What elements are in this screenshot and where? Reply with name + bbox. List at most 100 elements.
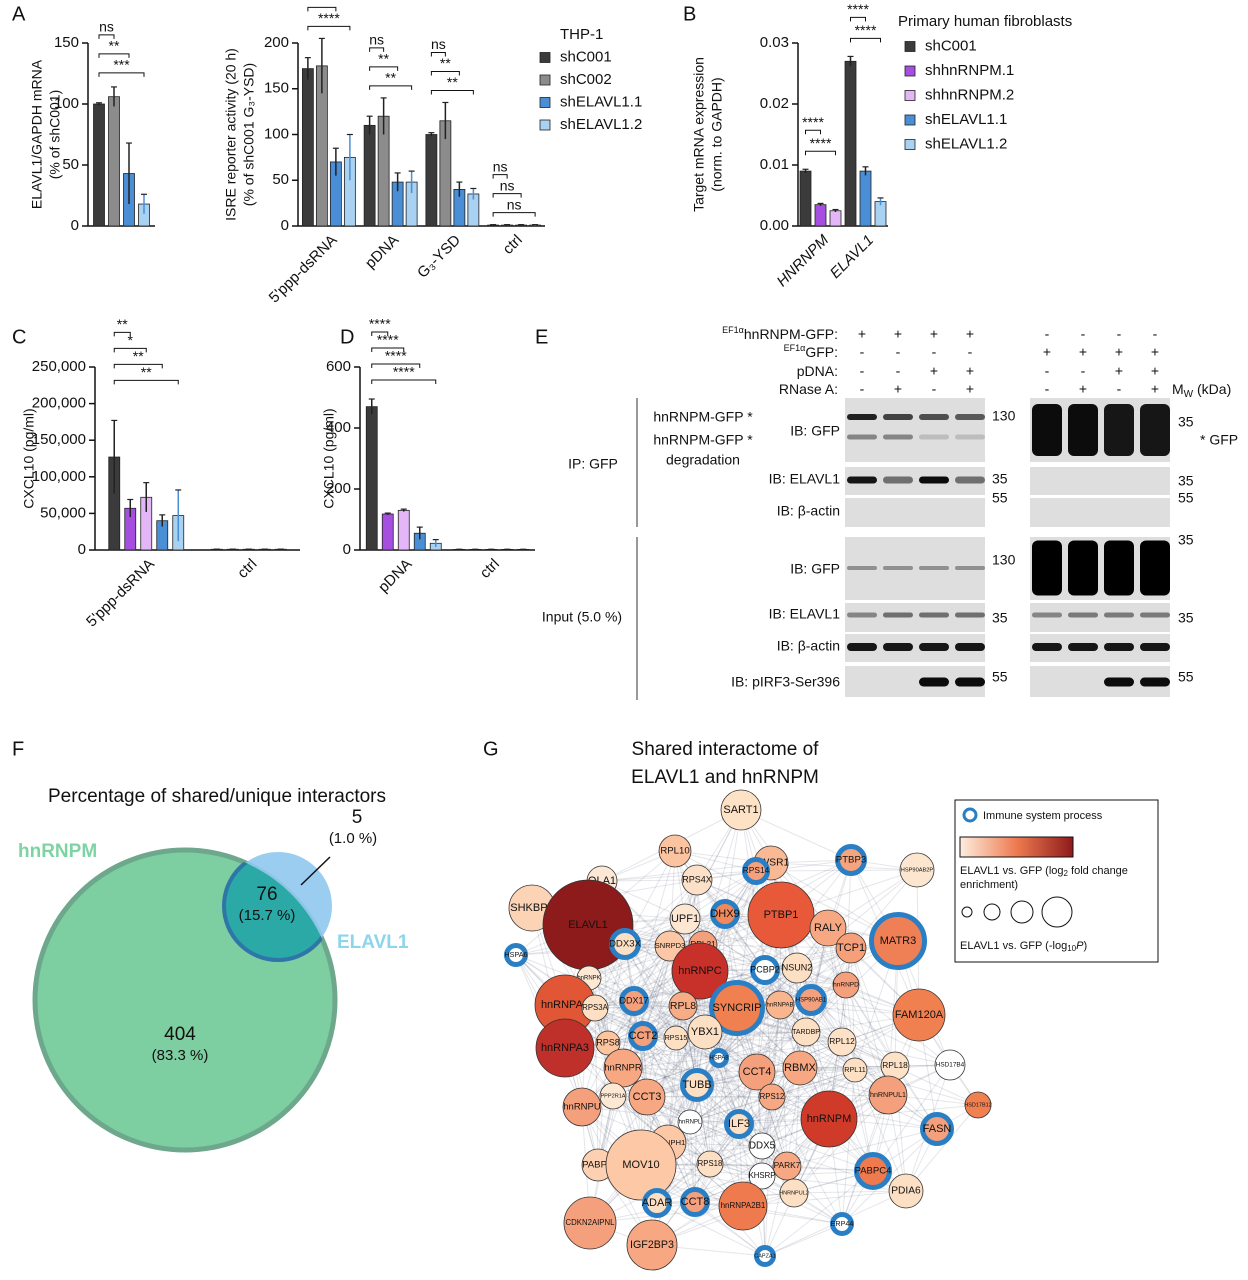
edge xyxy=(799,1067,938,1130)
condition-sign: + xyxy=(966,363,974,379)
blot-band xyxy=(919,612,949,618)
node-label: hnRNPK xyxy=(577,976,600,982)
edge xyxy=(845,984,856,1071)
edge xyxy=(684,809,742,920)
bar xyxy=(425,134,438,227)
node xyxy=(795,984,827,1016)
blot-row-label: IB: ELAVL1 xyxy=(769,606,841,622)
legend-title: THP-1 xyxy=(560,26,603,43)
legend-label: shELAVL1.2 xyxy=(925,135,1007,152)
edge xyxy=(594,1007,599,1166)
node-label: TCP1 xyxy=(837,942,865,954)
blot-band xyxy=(847,414,877,420)
condition-prefix: EF1α xyxy=(784,343,806,353)
blot-row-label: IB: β-actin xyxy=(777,503,840,519)
y-axis-label: (% of shC001 G₃-YSD) xyxy=(241,63,257,206)
condition-sign: - xyxy=(1045,381,1050,397)
significance-label: ** xyxy=(440,55,451,71)
node-label: RPS4X xyxy=(682,874,712,884)
significance-label: ** xyxy=(133,348,144,364)
blot-band xyxy=(955,566,985,570)
bar xyxy=(844,60,857,227)
blot-strip xyxy=(845,537,985,600)
panel-letter: D xyxy=(340,326,354,348)
blot-band xyxy=(883,434,913,440)
node xyxy=(605,1129,677,1201)
edge xyxy=(854,1069,907,1192)
node-label: RALY xyxy=(814,922,843,934)
blot-band xyxy=(955,643,985,651)
edge xyxy=(872,1064,951,1172)
node-label: RPL18 xyxy=(882,1060,908,1070)
blot-band xyxy=(919,566,949,570)
legend-swatch xyxy=(539,52,551,63)
node xyxy=(781,952,813,984)
y-axis-label: CXCL10 (pg/ml) xyxy=(21,408,37,508)
edge xyxy=(764,1223,843,1257)
mw-marker: 55 xyxy=(992,490,1008,506)
y-tick-label: 200 xyxy=(264,34,289,51)
legend-label: shELAVL1.2 xyxy=(560,116,642,133)
node xyxy=(680,1187,710,1217)
edge xyxy=(633,850,676,1002)
blot-strip xyxy=(845,398,985,462)
bracket xyxy=(850,16,866,22)
edge xyxy=(709,1069,856,1165)
panel-letter: F xyxy=(12,738,24,760)
y-tick-label: 150 xyxy=(264,80,289,97)
mw-sub: W xyxy=(1184,389,1194,400)
blot-strip xyxy=(845,498,985,527)
condition-name: RNase A: xyxy=(779,381,838,397)
node-label: RPS12 xyxy=(760,1092,785,1101)
node xyxy=(779,1178,809,1208)
condition-sign: - xyxy=(1045,326,1050,342)
edge xyxy=(841,1041,979,1106)
node xyxy=(628,1021,658,1051)
condition-sign: + xyxy=(1151,381,1159,397)
edge xyxy=(656,1096,773,1204)
y-axis-label: ELAVL1/GAPDH mRNA xyxy=(29,59,45,209)
node-label: PCBP2 xyxy=(750,964,780,974)
node xyxy=(581,994,609,1022)
legend-label: shC001 xyxy=(925,37,977,54)
y-tick-label: 100 xyxy=(54,95,79,112)
x-tick-label: ctrl xyxy=(234,556,260,582)
x-tick-label: pDNA xyxy=(375,556,415,596)
node xyxy=(748,1132,776,1160)
mw-marker: 55 xyxy=(1178,490,1194,506)
blot-band xyxy=(883,414,913,420)
node xyxy=(724,1109,754,1139)
edge xyxy=(845,859,852,986)
mw-marker: 55 xyxy=(992,669,1008,685)
x-tick-label: pDNA xyxy=(362,232,402,272)
network-title: Shared interactome of xyxy=(632,739,820,760)
x-tick-label: ELAVL1 xyxy=(827,232,877,282)
venn-set-label: hnRNPM xyxy=(18,841,97,862)
t: ELAVL1 vs. GFP (-log xyxy=(960,940,1067,952)
node-label: RPS14 xyxy=(743,865,770,875)
significance-label: **** xyxy=(318,10,340,26)
condition-sign: - xyxy=(860,363,865,379)
mw-marker: 130 xyxy=(992,408,1016,424)
blot-band xyxy=(1140,540,1170,596)
node-label: ERP44 xyxy=(831,1219,854,1228)
edge xyxy=(624,943,648,1098)
condition-sign: + xyxy=(1043,344,1051,360)
y-axis-label: (norm. to GAPDH) xyxy=(709,77,725,191)
bar xyxy=(874,201,887,227)
bracket xyxy=(307,6,337,12)
node xyxy=(696,1150,724,1178)
bar xyxy=(814,204,827,227)
condition-sign: - xyxy=(896,344,901,360)
y-tick-label: 150 xyxy=(54,34,79,51)
y-tick-label: 0.03 xyxy=(760,34,789,51)
legend-title: Primary human fibroblasts xyxy=(898,13,1072,30)
node xyxy=(718,1181,768,1231)
condition-sign: + xyxy=(894,381,902,397)
legend-label: Immune system process xyxy=(983,810,1103,822)
blot-band xyxy=(1068,404,1098,456)
node xyxy=(754,1245,776,1267)
blot-band xyxy=(1032,404,1062,456)
blot-band xyxy=(955,612,985,618)
band-annotation: hnRNPM-GFP * xyxy=(653,432,753,448)
